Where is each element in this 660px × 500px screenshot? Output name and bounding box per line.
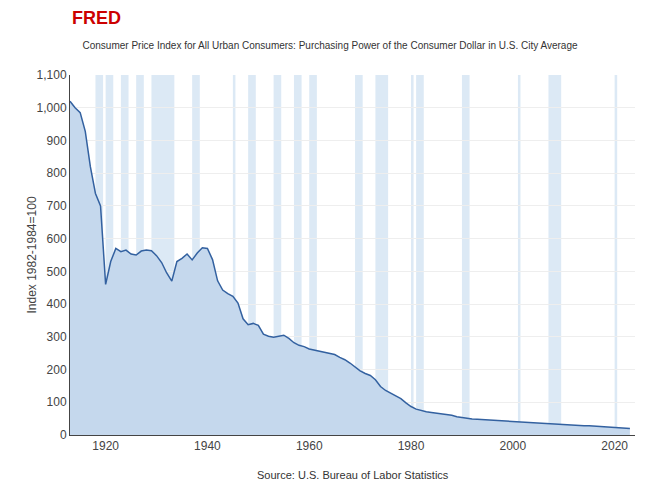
svg-text:1980: 1980: [398, 439, 425, 453]
svg-text:1920: 1920: [92, 439, 119, 453]
svg-text:Index 1982-1984=100: Index 1982-1984=100: [25, 196, 39, 313]
svg-text:2000: 2000: [499, 439, 526, 453]
svg-text:300: 300: [47, 330, 67, 344]
svg-text:FRED: FRED: [72, 8, 121, 28]
svg-text:700: 700: [47, 199, 67, 213]
svg-text:0: 0: [60, 428, 67, 442]
svg-text:2020: 2020: [601, 439, 628, 453]
svg-text:400: 400: [47, 297, 67, 311]
svg-text:100: 100: [47, 395, 67, 409]
svg-text:1,100: 1,100: [37, 68, 67, 82]
svg-text:1960: 1960: [296, 439, 323, 453]
svg-text:900: 900: [47, 134, 67, 148]
svg-text:800: 800: [47, 166, 67, 180]
svg-text:500: 500: [47, 265, 67, 279]
svg-text:1,000: 1,000: [37, 101, 67, 115]
svg-text:600: 600: [47, 232, 67, 246]
svg-text:Consumer Price Index for All U: Consumer Price Index for All Urban Consu…: [82, 40, 577, 51]
svg-text:200: 200: [47, 363, 67, 377]
svg-text:Source: U.S. Bureau of Labor S: Source: U.S. Bureau of Labor Statistics: [257, 469, 449, 481]
svg-text:1940: 1940: [194, 439, 221, 453]
